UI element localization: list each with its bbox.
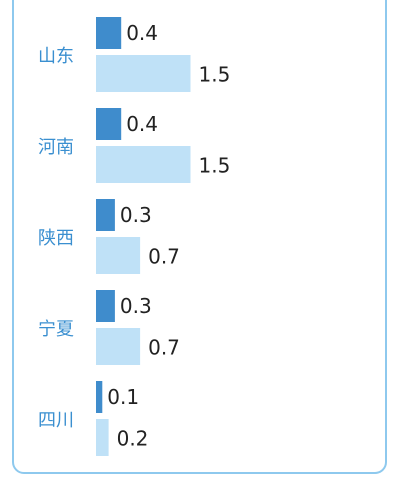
bar-light [96, 328, 141, 365]
chart-panel [12, 0, 387, 474]
bar-dark [96, 17, 122, 49]
data-label-dark: 0.1 [107, 385, 139, 409]
bar-dark [96, 381, 103, 413]
bar-light [96, 419, 109, 456]
data-label-light: 0.7 [148, 336, 180, 360]
category-label: 四川 [38, 410, 74, 431]
category-label: 山东 [38, 46, 74, 67]
data-label-dark: 0.3 [120, 203, 152, 227]
bar-dark [96, 199, 115, 231]
data-label-dark: 0.4 [126, 112, 158, 136]
data-label-light: 0.7 [148, 245, 180, 269]
data-label-light: 1.5 [199, 154, 231, 178]
category-label: 陕西 [38, 228, 74, 249]
bar-light [96, 146, 191, 183]
bar-dark [96, 108, 122, 140]
bar-light [96, 55, 191, 92]
bar-light [96, 237, 141, 274]
data-label-light: 1.5 [199, 63, 231, 87]
data-label-light: 0.2 [117, 427, 149, 451]
data-label-dark: 0.4 [126, 21, 158, 45]
category-label: 宁夏 [38, 319, 74, 340]
data-label-dark: 0.3 [120, 294, 152, 318]
category-label: 河南 [38, 137, 74, 158]
bar-dark [96, 290, 115, 322]
